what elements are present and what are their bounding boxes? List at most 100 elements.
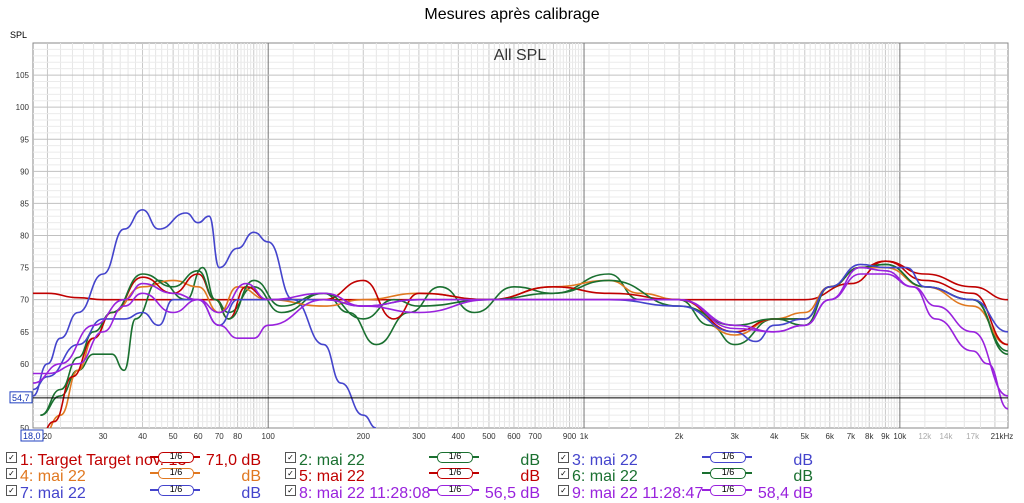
x-tick-label: 50 bbox=[169, 432, 178, 441]
smoothing-pill bbox=[437, 468, 473, 479]
x-start-label: 18,0 bbox=[23, 431, 41, 441]
legend-value: 58,4 dB bbox=[757, 485, 813, 502]
smoothing-label: 1/6 bbox=[448, 484, 462, 494]
legend-label: 6: mai 22 bbox=[572, 468, 638, 485]
smoothing-label: 1/6 bbox=[169, 467, 183, 477]
legend-item-5[interactable]: ✓ 5: mai 22 1/6 dB bbox=[285, 465, 550, 485]
legend-value: dB bbox=[241, 468, 261, 485]
x-tick-label: 500 bbox=[482, 432, 496, 441]
smoothing-pill bbox=[710, 485, 746, 496]
legend-item-3[interactable]: ✓ 3: mai 22 1/6 dB bbox=[558, 449, 823, 469]
y-tick-label: 90 bbox=[20, 167, 29, 176]
smoothing-selector[interactable]: 1/6 bbox=[702, 482, 752, 496]
smoothing-pill bbox=[158, 485, 194, 496]
legend-label: 9: mai 22 11:28:47 bbox=[572, 485, 704, 502]
series-line-3 bbox=[33, 208, 377, 428]
y-tick-label: 80 bbox=[20, 232, 29, 241]
y-tick-label: 95 bbox=[20, 135, 29, 144]
x-tick-label: 8k bbox=[865, 432, 874, 441]
x-tick-label: 40 bbox=[138, 432, 147, 441]
legend-checkbox[interactable]: ✓ bbox=[6, 468, 17, 479]
x-tick-label: 17k bbox=[966, 432, 980, 441]
legend-checkbox[interactable]: ✓ bbox=[6, 485, 17, 496]
x-tick-label: 7k bbox=[847, 432, 856, 441]
x-tick-label: 60 bbox=[194, 432, 203, 441]
legend-checkbox[interactable]: ✓ bbox=[285, 468, 296, 479]
legend-value: 71,0 dB bbox=[205, 452, 261, 469]
smoothing-pill bbox=[437, 485, 473, 496]
cursor-value-box[interactable] bbox=[9, 391, 33, 404]
x-tick-label: 1k bbox=[580, 432, 589, 441]
legend-checkbox[interactable]: ✓ bbox=[558, 452, 569, 463]
smoothing-pill bbox=[158, 468, 194, 479]
smoothing-label: 1/6 bbox=[721, 451, 735, 461]
smoothing-label: 1/6 bbox=[721, 484, 735, 494]
y-tick-label: 65 bbox=[20, 328, 29, 337]
legend-label: 5: mai 22 bbox=[299, 468, 365, 485]
legend-label: 7: mai 22 bbox=[20, 485, 86, 502]
x-tick-label: 12k bbox=[918, 432, 932, 441]
legend-label: 4: mai 22 bbox=[20, 468, 86, 485]
smoothing-pill bbox=[437, 452, 473, 463]
smoothing-selector[interactable]: 1/6 bbox=[150, 449, 200, 463]
x-tick-label: 6k bbox=[826, 432, 835, 441]
legend-item-2[interactable]: ✓ 2: mai 22 1/6 dB bbox=[285, 449, 550, 469]
x-tick-label: 80 bbox=[233, 432, 242, 441]
x-tick-label: 10k bbox=[893, 432, 907, 441]
legend-label: 8: mai 22 11:28:08 bbox=[299, 485, 431, 502]
series-line-8 bbox=[33, 266, 1008, 397]
smoothing-pill bbox=[158, 452, 194, 463]
x-tick-label: 21kHz bbox=[991, 432, 1014, 441]
x-tick-label: 3k bbox=[730, 432, 739, 441]
smoothing-label: 1/6 bbox=[448, 467, 462, 477]
smoothing-pill bbox=[710, 468, 746, 479]
legend-item-4[interactable]: ✓ 4: mai 22 1/6 dB bbox=[6, 465, 271, 485]
smoothing-label: 1/6 bbox=[448, 451, 462, 461]
smoothing-selector[interactable]: 1/6 bbox=[429, 449, 479, 463]
x-tick-label: 5k bbox=[801, 432, 810, 441]
y-axis-label: SPL bbox=[10, 30, 27, 40]
legend-checkbox[interactable]: ✓ bbox=[558, 468, 569, 479]
legend-label: 2: mai 22 bbox=[299, 452, 365, 469]
major-grid bbox=[33, 43, 1008, 428]
legend-item-9[interactable]: ✓ 9: mai 22 11:28:47 1/6 58,4 dB bbox=[558, 482, 823, 502]
smoothing-selector[interactable]: 1/6 bbox=[429, 482, 479, 496]
x-tick-label: 20 bbox=[43, 432, 52, 441]
smoothing-label: 1/6 bbox=[169, 484, 183, 494]
x-start-box[interactable] bbox=[20, 429, 44, 442]
legend-checkbox[interactable]: ✓ bbox=[285, 485, 296, 496]
smoothing-selector[interactable]: 1/6 bbox=[702, 449, 752, 463]
y-tick-label: 60 bbox=[20, 360, 29, 369]
smoothing-label: 1/6 bbox=[169, 451, 183, 461]
legend-item-8[interactable]: ✓ 8: mai 22 11:28:08 1/6 56,5 dB bbox=[285, 482, 550, 502]
legend-value: 56,5 dB bbox=[484, 485, 540, 502]
legend-item-1[interactable]: ✓ 1: Target Target nov. 13 1/6 71,0 dB bbox=[6, 449, 271, 469]
legend-checkbox[interactable]: ✓ bbox=[558, 485, 569, 496]
legend-value: dB bbox=[793, 452, 813, 469]
x-tick-label: 400 bbox=[452, 432, 466, 441]
smoothing-selector[interactable]: 1/6 bbox=[702, 465, 752, 479]
legend-label: 1: Target Target nov. 13 bbox=[20, 452, 187, 469]
legend-item-7[interactable]: ✓ 7: mai 22 1/6 dB bbox=[6, 482, 271, 502]
y-tick-label: 50 bbox=[20, 424, 29, 433]
y-tick-label: 105 bbox=[16, 71, 30, 80]
y-tick-label: 75 bbox=[20, 264, 29, 273]
smoothing-selector[interactable]: 1/6 bbox=[150, 482, 200, 496]
series-line-9 bbox=[33, 273, 1008, 410]
smoothing-selector[interactable]: 1/6 bbox=[150, 465, 200, 479]
legend-item-6[interactable]: ✓ 6: mai 22 1/6 dB bbox=[558, 465, 823, 485]
legend-checkbox[interactable]: ✓ bbox=[285, 452, 296, 463]
legend-value: dB bbox=[793, 468, 813, 485]
x-tick-label: 600 bbox=[507, 432, 521, 441]
legend-checkbox[interactable]: ✓ bbox=[6, 452, 17, 463]
window-title: Mesures après calibrage bbox=[424, 6, 600, 23]
cursor-value-label: 54,7 bbox=[12, 393, 30, 403]
smoothing-selector[interactable]: 1/6 bbox=[429, 465, 479, 479]
x-tick-label: 70 bbox=[215, 432, 224, 441]
x-tick-label: 9k bbox=[881, 432, 890, 441]
legend-value: dB bbox=[520, 468, 540, 485]
y-tick-label: 100 bbox=[16, 103, 30, 112]
x-tick-label: 4k bbox=[770, 432, 779, 441]
x-tick-label: 700 bbox=[528, 432, 542, 441]
